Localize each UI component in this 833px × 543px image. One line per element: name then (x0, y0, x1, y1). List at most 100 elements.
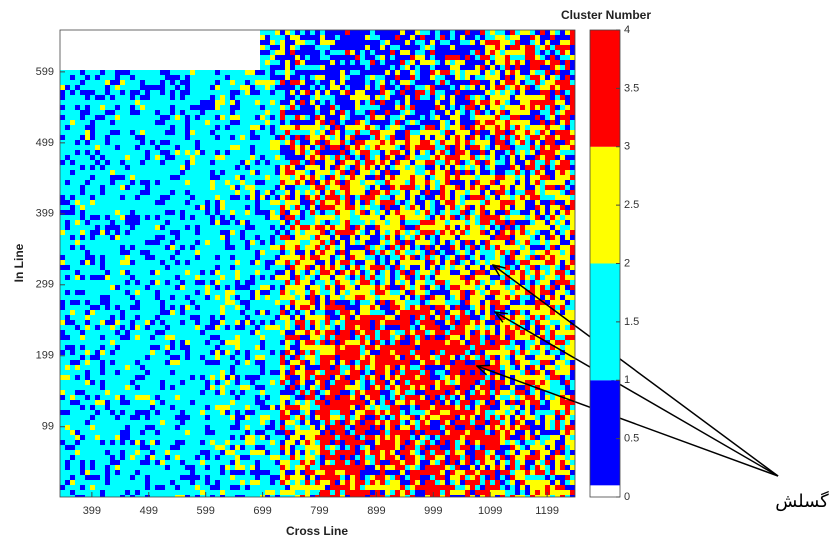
map-cell (465, 85, 470, 90)
map-cell (325, 90, 330, 95)
map-cell (190, 270, 195, 275)
map-cell (470, 105, 475, 110)
map-cell (85, 175, 90, 180)
map-cell (440, 195, 445, 200)
map-cell (340, 155, 345, 160)
map-cell (60, 225, 65, 230)
map-cell (205, 60, 210, 65)
map-cell (75, 180, 80, 185)
map-cell (550, 205, 555, 210)
map-cell (240, 125, 245, 130)
map-cell (565, 70, 570, 75)
map-cell (370, 230, 375, 235)
map-cell (250, 255, 255, 260)
map-cell (375, 105, 380, 110)
map-cell (165, 265, 170, 270)
map-cell (120, 240, 125, 245)
map-cell (560, 35, 565, 40)
map-cell (410, 160, 415, 165)
map-cell (80, 250, 85, 255)
map-cell (390, 255, 395, 260)
map-cell (220, 85, 225, 90)
map-cell (290, 75, 295, 80)
map-cell (505, 55, 510, 60)
map-cell (385, 85, 390, 90)
map-cell (435, 115, 440, 120)
map-cell (135, 125, 140, 130)
map-cell (95, 250, 100, 255)
map-cell (515, 50, 520, 55)
map-cell (100, 225, 105, 230)
map-cell (230, 85, 235, 90)
map-cell (185, 245, 190, 250)
map-cell (330, 40, 335, 45)
map-cell (350, 110, 355, 115)
map-cell (545, 165, 550, 170)
map-cell (330, 45, 335, 50)
map-cell (215, 220, 220, 225)
map-cell (85, 140, 90, 145)
map-cell (130, 90, 135, 95)
map-cell (420, 50, 425, 55)
map-cell (375, 145, 380, 150)
map-cell (355, 200, 360, 205)
map-cell (305, 115, 310, 120)
map-cell (510, 215, 515, 220)
map-cell (205, 260, 210, 265)
map-cell (345, 260, 350, 265)
map-cell (210, 50, 215, 55)
map-cell (370, 145, 375, 150)
map-cell (365, 240, 370, 245)
map-cell (115, 160, 120, 165)
map-cell (215, 200, 220, 205)
map-cell (70, 95, 75, 100)
map-cell (225, 100, 230, 105)
map-cell (275, 160, 280, 165)
map-cell (465, 230, 470, 235)
map-cell (255, 80, 260, 85)
map-cell (130, 150, 135, 155)
map-cell (250, 110, 255, 115)
map-cell (555, 65, 560, 70)
map-cell (550, 120, 555, 125)
map-cell (370, 250, 375, 255)
map-cell (500, 195, 505, 200)
map-cell (380, 190, 385, 195)
map-cell (415, 190, 420, 195)
map-cell (530, 170, 535, 175)
map-cell (560, 100, 565, 105)
map-cell (325, 120, 330, 125)
map-cell (105, 265, 110, 270)
map-cell (70, 155, 75, 160)
map-cell (295, 100, 300, 105)
map-cell (115, 125, 120, 130)
map-cell (435, 35, 440, 40)
map-cell (310, 120, 315, 125)
map-cell (420, 35, 425, 40)
map-cell (185, 60, 190, 65)
map-cell (410, 135, 415, 140)
map-cell (480, 110, 485, 115)
map-cell (330, 255, 335, 260)
map-cell (65, 70, 70, 75)
map-cell (470, 160, 475, 165)
map-cell (290, 205, 295, 210)
map-cell (460, 115, 465, 120)
map-cell (515, 135, 520, 140)
map-cell (510, 165, 515, 170)
map-cell (235, 245, 240, 250)
map-cell (205, 50, 210, 55)
map-cell (510, 80, 515, 85)
map-cell (185, 250, 190, 255)
map-cell (400, 130, 405, 135)
map-cell (95, 60, 100, 65)
map-cell (360, 115, 365, 120)
map-cell (280, 195, 285, 200)
map-cell (460, 210, 465, 215)
map-cell (180, 80, 185, 85)
map-cell (470, 140, 475, 145)
map-cell (495, 205, 500, 210)
map-cell (85, 60, 90, 65)
map-cell (530, 150, 535, 155)
map-cell (260, 185, 265, 190)
